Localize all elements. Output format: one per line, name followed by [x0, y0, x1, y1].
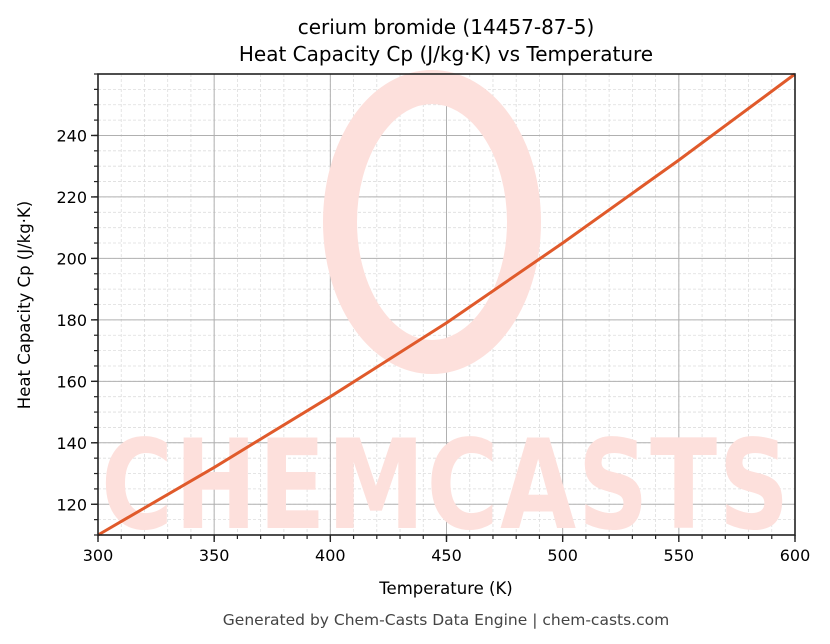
x-tick-label: 500 — [547, 546, 578, 565]
chart-subtitle: Heat Capacity Cp (J/kg·K) vs Temperature — [239, 42, 653, 66]
y-axis-ticks: 120 140 160 180 200 220 240 — [56, 73, 98, 536]
plot-area: CHEMCASTS — [97, 70, 796, 558]
watermark-logo-icon — [323, 70, 541, 374]
y-tick-label: 240 — [56, 126, 87, 145]
y-tick-label: 140 — [56, 434, 87, 453]
x-tick-label: 300 — [83, 546, 114, 565]
y-tick-label: 180 — [56, 311, 87, 330]
x-axis-label: Temperature (K) — [378, 579, 512, 598]
y-tick-label: 160 — [56, 372, 87, 391]
x-tick-label: 600 — [780, 546, 811, 565]
watermark: CHEMCASTS — [101, 70, 791, 558]
x-axis-ticks: 300 350 400 450 500 550 600 — [83, 535, 811, 565]
y-tick-label: 220 — [56, 188, 87, 207]
major-grid — [97, 74, 796, 535]
y-tick-label: 120 — [56, 495, 87, 514]
y-tick-label: 200 — [56, 249, 87, 268]
footer-credit: Generated by Chem-Casts Data Engine | ch… — [223, 611, 669, 629]
chart-title: cerium bromide (14457-87-5) — [298, 15, 595, 39]
x-tick-label: 350 — [199, 546, 230, 565]
x-tick-label: 400 — [315, 546, 346, 565]
series-layer — [97, 72, 796, 537]
x-tick-label: 550 — [664, 546, 695, 565]
watermark-text: CHEMCASTS — [101, 414, 791, 558]
series-line — [97, 72, 796, 537]
y-axis-label: Heat Capacity Cp (J/kg·K) — [15, 201, 34, 409]
x-tick-label: 450 — [431, 546, 462, 565]
